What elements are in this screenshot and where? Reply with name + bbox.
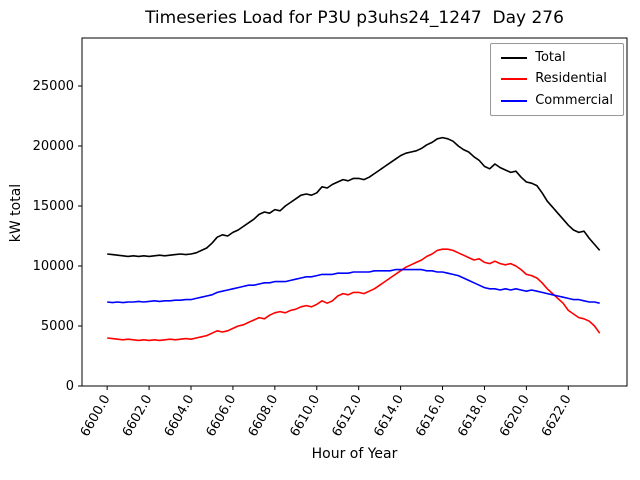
series-line-residential xyxy=(107,248,601,342)
x-tick-label: 6610.0 xyxy=(287,393,323,440)
y-tick-label: 20000 xyxy=(33,139,74,154)
y-tick-label: 10000 xyxy=(33,259,74,274)
x-tick-label: 6608.0 xyxy=(246,393,282,440)
x-tick-label: 6604.0 xyxy=(162,393,198,440)
y-tick-label: 25000 xyxy=(33,79,74,94)
legend-line-sample-commercial xyxy=(501,99,528,102)
x-tick-label: 6616.0 xyxy=(413,393,449,440)
x-tick-label: 6618.0 xyxy=(455,393,491,440)
x-axis-label: Hour of Year xyxy=(311,446,398,462)
y-tick-label: 0 xyxy=(66,379,74,394)
legend-entry-commercial: Commercial xyxy=(501,92,613,108)
y-tick-label: 5000 xyxy=(41,319,74,334)
legend-line-sample-total xyxy=(501,57,528,60)
x-tick-label: 6602.0 xyxy=(120,393,156,440)
legend: Total Residential Commercial xyxy=(490,43,624,116)
legend-entry-residential: Residential xyxy=(501,71,613,87)
x-tick-label: 6612.0 xyxy=(329,393,365,440)
series-line-commercial xyxy=(107,268,600,304)
series-line-total xyxy=(107,136,601,258)
y-tick-label: 15000 xyxy=(33,199,74,214)
y-axis-label: kW total xyxy=(8,183,24,243)
chart-title: Timeseries Load for P3U p3uhs24_1247 Day… xyxy=(145,8,564,28)
legend-entry-total: Total xyxy=(501,50,613,65)
legend-label-total: Total xyxy=(535,50,566,65)
x-tick-label: 6600.0 xyxy=(78,393,114,440)
plot-frame xyxy=(81,37,628,387)
x-tick-label: 6620.0 xyxy=(497,393,533,440)
x-tick-label: 6622.0 xyxy=(539,393,575,440)
x-tick-label: 6614.0 xyxy=(371,393,407,440)
legend-label-residential: Residential xyxy=(535,71,607,87)
legend-line-sample-residential xyxy=(501,78,528,81)
x-tick-label: 6606.0 xyxy=(204,393,240,440)
legend-label-commercial: Commercial xyxy=(535,92,613,108)
